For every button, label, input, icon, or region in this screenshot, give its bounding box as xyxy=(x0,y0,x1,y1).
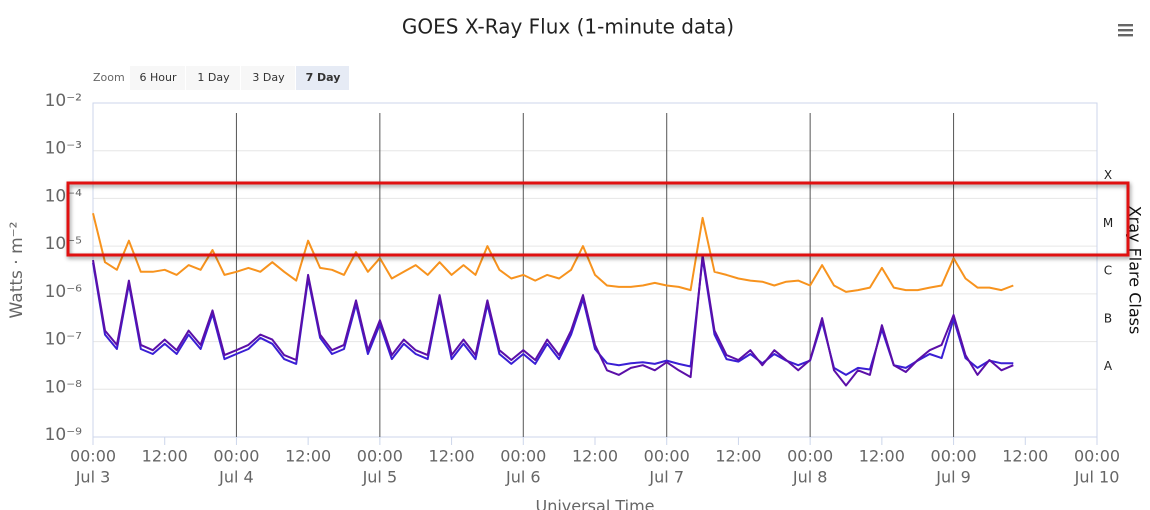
chart-title: GOES X-Ray Flux (1-minute data) xyxy=(402,15,734,39)
x-tick-label: 12:00 xyxy=(1002,447,1048,466)
x-tick-date: Jul 5 xyxy=(362,468,398,487)
zoom-button-label[interactable]: 7 Day xyxy=(306,71,341,84)
y2-tick-label: A xyxy=(1104,359,1113,373)
zoom-button[interactable]: 3 Day xyxy=(241,66,295,90)
series-line xyxy=(92,212,1014,293)
y-tick-label: 10⁻⁷ xyxy=(45,330,83,350)
y-tick-label: 10⁻³ xyxy=(45,139,82,159)
x-tick-date: Jul 7 xyxy=(648,468,684,487)
x-tick-date: Jul 4 xyxy=(218,468,254,487)
x-tick-date: Jul 9 xyxy=(935,468,971,487)
x-tick-date: Jul 8 xyxy=(792,468,828,487)
zoom-button-bg[interactable] xyxy=(241,66,295,90)
x-axis-title: Universal Time xyxy=(535,497,654,510)
zoom-button[interactable]: 7 Day xyxy=(296,66,349,90)
y2-tick-label: X xyxy=(1104,168,1112,182)
x-tick-label: 12:00 xyxy=(859,447,905,466)
zoom-button-bg[interactable] xyxy=(130,66,185,90)
zoom-button[interactable]: 1 Day xyxy=(186,66,240,90)
menu-bar xyxy=(1118,24,1133,27)
series-line xyxy=(92,254,1014,387)
zoom-buttons: 6 Hour 1 Day 3 Day 7 Day xyxy=(130,66,349,90)
x-tick-date: Jul 3 xyxy=(75,468,111,487)
x-tick-label: 00:00 xyxy=(357,447,403,466)
menu-bar xyxy=(1118,34,1133,37)
plot-area: 10⁻⁹ 10⁻⁸ 10⁻⁷ 10⁻⁶ 10⁻⁵ 10⁻⁴ 10⁻³ 10⁻² X M C B A 00:… xyxy=(45,91,1120,487)
x-tick-label: 00:00 xyxy=(70,447,116,466)
x-tick-label: 00:00 xyxy=(787,447,833,466)
y-tick-label: 10⁻⁵ xyxy=(45,234,82,254)
y-axis-title: Watts · m⁻² xyxy=(7,222,27,319)
zoom-button-bg[interactable] xyxy=(186,66,240,90)
menu-bar xyxy=(1118,29,1133,32)
highlight-box xyxy=(66,181,1130,257)
x-tick-label: 00:00 xyxy=(1074,447,1120,466)
y-tick-label: 10⁻² xyxy=(45,91,82,111)
x-tick-label: 12:00 xyxy=(429,447,475,466)
y2-axis-title: Xray Flare Class xyxy=(1126,206,1145,335)
y2-tick-label: C xyxy=(1104,264,1112,278)
y-tick-label: 10⁻⁸ xyxy=(45,377,83,397)
x-tick-label: 12:00 xyxy=(715,447,761,466)
x-tick-label: 00:00 xyxy=(500,447,546,466)
zoom-button[interactable]: 6 Hour xyxy=(130,66,185,90)
x-tick-label: 00:00 xyxy=(213,447,259,466)
zoom-button-label[interactable]: 6 Hour xyxy=(140,71,177,84)
zoom-button-bg[interactable] xyxy=(296,66,349,90)
x-tick-date: Jul 6 xyxy=(505,468,541,487)
y-tick-label: 10⁻⁹ xyxy=(45,425,83,445)
x-tick-label: 12:00 xyxy=(285,447,331,466)
zoom-label: Zoom xyxy=(93,71,125,84)
y2-tick-label: M xyxy=(1103,216,1113,230)
y2-tick-label: B xyxy=(1104,311,1112,325)
y-tick-label: 10⁻⁴ xyxy=(45,186,83,206)
x-tick-label: 00:00 xyxy=(931,447,977,466)
x-tick-label: 00:00 xyxy=(644,447,690,466)
x-tick-date: Jul 10 xyxy=(1074,468,1120,487)
series-line xyxy=(92,257,1014,376)
x-tick-label: 12:00 xyxy=(142,447,188,466)
zoom-button-label[interactable]: 3 Day xyxy=(252,71,285,84)
menu-button[interactable] xyxy=(1116,22,1134,38)
y-tick-label: 10⁻⁶ xyxy=(45,282,83,302)
zoom-button-label[interactable]: 1 Day xyxy=(197,71,230,84)
x-tick-label: 12:00 xyxy=(572,447,618,466)
